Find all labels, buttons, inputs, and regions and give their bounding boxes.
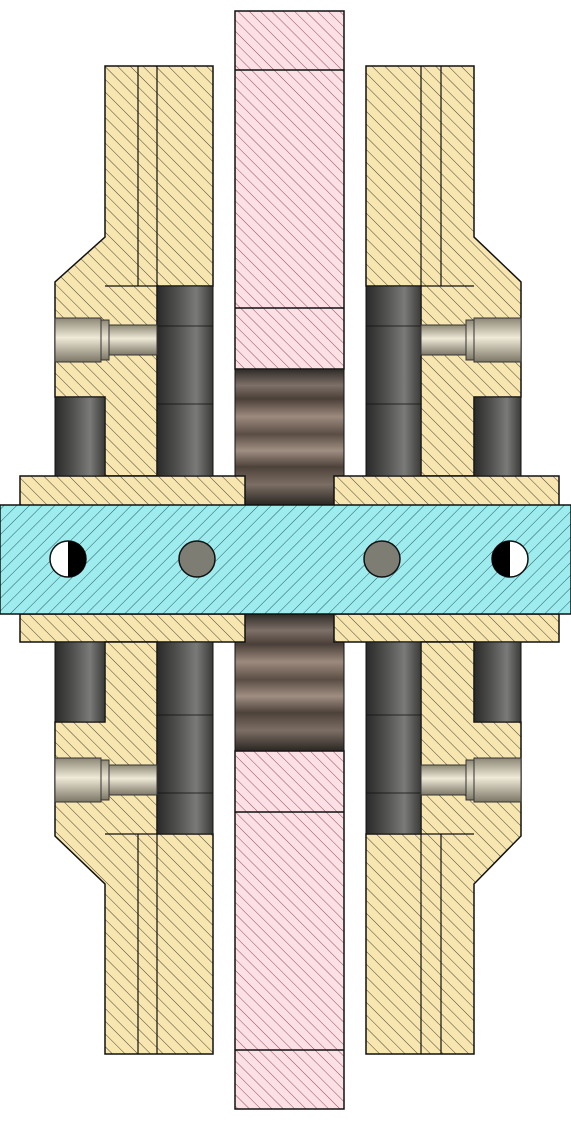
pin-inner-right bbox=[363, 540, 401, 578]
bolts bbox=[54, 317, 522, 803]
bolt-right-lower bbox=[420, 757, 522, 803]
center-disc bbox=[234, 10, 345, 1110]
bolt-left-upper bbox=[54, 317, 158, 363]
bolt-right-upper bbox=[420, 317, 522, 363]
bearings bbox=[54, 285, 522, 835]
pins bbox=[49, 540, 529, 578]
gear-hub bbox=[234, 368, 345, 752]
shaft bbox=[0, 504, 571, 615]
pin-outer-right bbox=[491, 540, 529, 578]
bolt-left-lower bbox=[54, 757, 158, 803]
right-housing bbox=[333, 65, 560, 1055]
pin-inner-left bbox=[178, 540, 216, 578]
pin-outer-left bbox=[49, 540, 87, 578]
